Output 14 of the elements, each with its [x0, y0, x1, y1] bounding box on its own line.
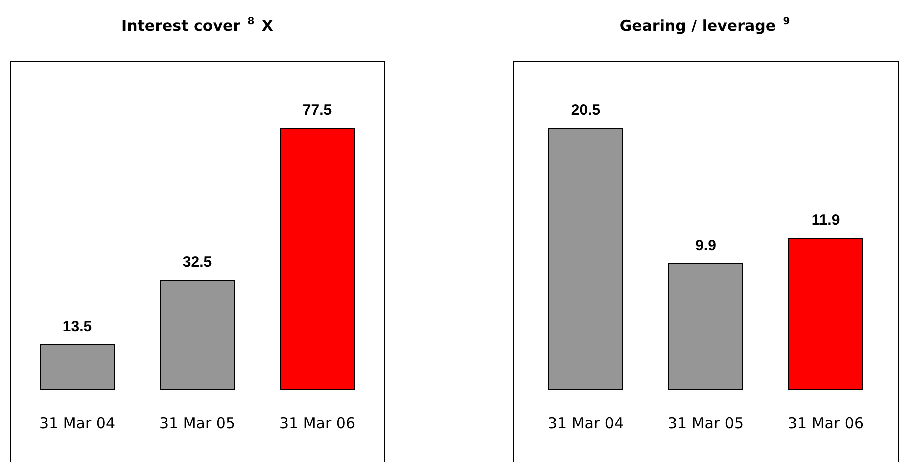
x-tick-label: 31 Mar 05: [668, 414, 744, 432]
data-label: 32.5: [182, 254, 212, 272]
x-tick-label: 31 Mar 05: [159, 414, 236, 432]
chart-title: Interest cover 8 X: [121, 16, 274, 35]
x-tick-label: 31 Mar 06: [788, 414, 864, 432]
data-label: 77.5: [302, 102, 332, 120]
data-label: 11.9: [812, 212, 840, 229]
x-tick-label: 31 Mar 06: [279, 414, 356, 432]
x-tick-label: 31 Mar 04: [39, 414, 116, 432]
data-label: 20.5: [571, 102, 601, 120]
data-label: 13.5: [62, 318, 92, 336]
x-tick-label: 31 Mar 04: [548, 414, 624, 432]
data-label: 9.9: [696, 238, 716, 255]
chart-title: Gearing / leverage 9: [620, 16, 790, 35]
